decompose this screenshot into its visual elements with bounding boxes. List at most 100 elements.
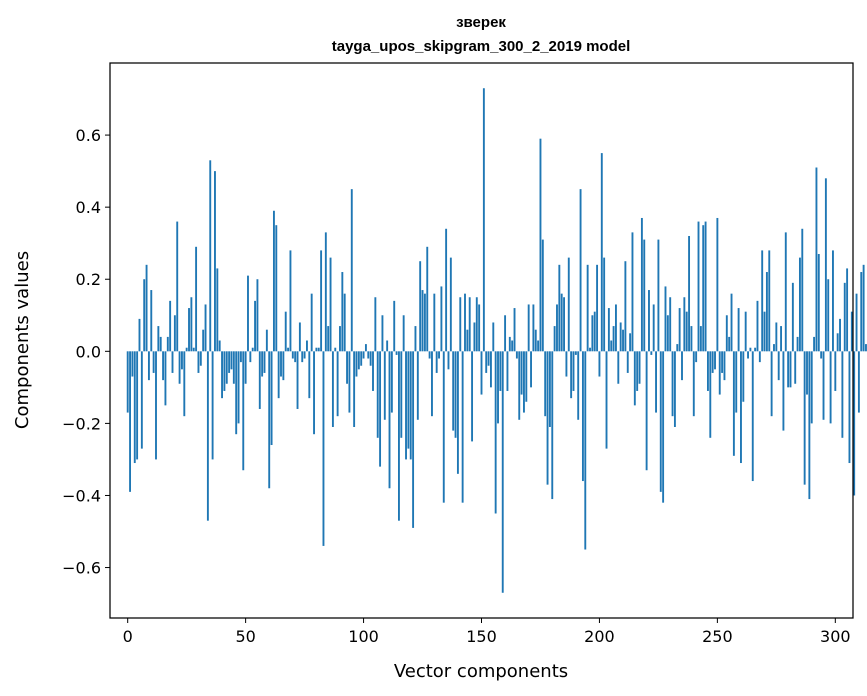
bar [777,351,780,381]
bar [152,351,155,373]
bar [324,232,327,352]
bar [400,351,403,438]
bar [310,293,313,352]
bar [791,282,794,352]
bar [487,351,490,366]
bar [617,351,620,384]
bar [579,189,582,352]
x-tick-label: 50 [235,627,255,646]
bar [192,347,195,352]
bar [235,351,238,435]
bar [756,300,759,352]
bar [827,279,830,352]
bar [232,351,235,384]
bar [846,268,849,352]
bar [591,315,594,352]
bar [339,326,341,352]
bar [657,239,660,352]
bar [372,351,374,391]
bar [605,351,608,449]
bar [770,351,773,417]
bar [386,340,389,352]
bar [834,351,837,391]
bar [296,351,299,409]
bar [393,300,396,352]
bar [794,351,797,384]
bar [282,351,285,381]
bar [664,286,667,352]
bar [360,351,363,366]
bar [843,282,846,352]
x-tick-label: 200 [584,627,615,646]
bar [452,351,455,431]
bar [178,351,181,384]
bar [442,351,445,503]
bar [806,351,808,395]
bar [150,290,153,352]
bar [581,351,584,482]
bar [407,351,410,449]
bar [414,326,417,352]
bar [480,351,483,395]
bar [303,351,306,359]
y-tick-label: −0.6 [62,559,101,578]
bar [313,351,315,435]
bar [155,351,157,460]
bar [749,347,752,352]
bar [782,351,785,431]
x-tick-label: 0 [123,627,133,646]
bar [671,351,674,417]
bar [471,351,474,442]
bar [176,221,179,352]
bar [678,308,681,352]
bar [768,250,771,352]
bar [848,351,851,464]
bar [499,351,502,391]
bar [244,351,247,384]
y-axis-ticks: −0.6 −0.4 −0.2 0.0 0.2 0.4 0.6 [62,126,110,578]
bar [341,272,344,352]
bar [841,351,844,438]
bar [291,351,294,359]
bar [464,293,466,352]
bar [348,351,351,413]
bar [789,351,792,388]
bar [728,336,731,352]
bar [183,351,186,417]
bar [725,315,728,352]
bar [740,351,742,464]
bar [572,351,575,391]
x-axis-label: Vector components [394,661,568,682]
bar [254,300,257,352]
bar [636,351,639,391]
bar [695,351,698,363]
bar [633,351,636,406]
bar [374,297,377,352]
bar [334,347,337,352]
bar [813,336,816,352]
y-tick-label: 0.6 [76,126,101,145]
bar [598,351,601,377]
bar [541,239,544,352]
bar [268,351,271,489]
bar [810,351,813,424]
bar [416,351,419,420]
bar [447,351,450,370]
bar [225,351,228,384]
bar [409,351,412,460]
bar [704,221,707,352]
bar [666,315,669,352]
bar [202,329,205,352]
bar-series [126,88,867,593]
bar [343,293,346,352]
bar [537,340,540,352]
bar [650,351,653,355]
bar [395,351,398,355]
bar [563,297,565,352]
bar [228,351,231,373]
chart-subtitle: tayga_upos_skipgram_300_2_2019 model [332,38,631,55]
bar [143,279,146,352]
bar [506,351,509,391]
bar [803,351,806,485]
